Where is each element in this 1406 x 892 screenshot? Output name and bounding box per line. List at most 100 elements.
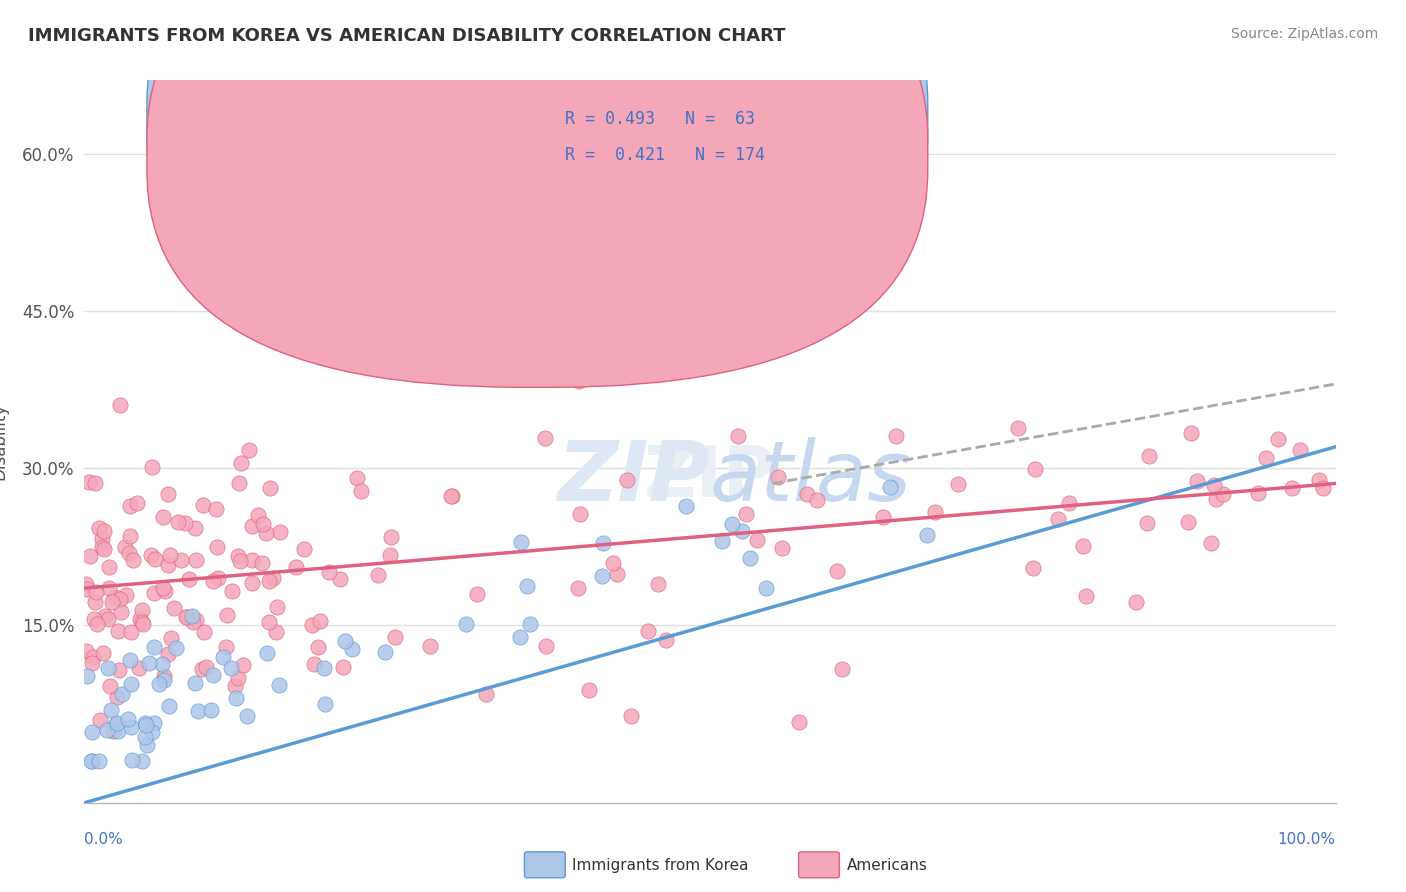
Point (131, 616, 153, 631)
Point (143, 716, 166, 731)
Point (104, 717, 127, 731)
Point (1254, 451, 1277, 466)
Point (148, 677, 170, 691)
Point (247, 508, 270, 523)
Point (201, 574, 224, 588)
Point (80, 656, 103, 670)
Text: 100.0%: 100.0% (1278, 831, 1336, 847)
Point (285, 559, 308, 574)
Point (134, 715, 156, 730)
Point (141, 548, 163, 562)
Point (257, 574, 280, 588)
Point (118, 546, 141, 560)
Point (120, 677, 142, 691)
Point (731, 524, 754, 539)
Point (441, 489, 464, 503)
Point (849, 146, 872, 161)
Point (159, 698, 181, 713)
Point (735, 507, 758, 521)
Point (226, 672, 249, 686)
FancyBboxPatch shape (491, 87, 904, 189)
Point (367, 567, 389, 582)
Point (120, 499, 142, 513)
Text: IMMIGRANTS FROM KOREA VS AMERICAN DISABILITY CORRELATION CHART: IMMIGRANTS FROM KOREA VS AMERICAN DISABI… (28, 27, 786, 45)
Point (100, 703, 122, 717)
Point (373, 645, 395, 659)
Point (637, 624, 659, 638)
Point (118, 528, 141, 542)
Point (221, 583, 243, 598)
Text: R =  0.421   N = 174: R = 0.421 N = 174 (565, 145, 765, 164)
Point (101, 723, 124, 738)
Point (242, 518, 264, 533)
Point (87, 754, 110, 768)
Point (1312, 481, 1334, 495)
Point (184, 675, 207, 690)
Point (568, 374, 591, 388)
Point (1199, 536, 1222, 550)
Point (205, 502, 228, 516)
Point (156, 647, 179, 661)
Point (165, 641, 187, 656)
Point (120, 720, 142, 734)
Point (105, 716, 128, 731)
Point (301, 617, 323, 632)
Point (166, 515, 188, 529)
Point (806, 492, 828, 507)
Point (727, 429, 749, 443)
Point (79, 549, 101, 564)
Point (509, 631, 531, 645)
Point (606, 567, 628, 582)
Point (259, 481, 281, 495)
Point (510, 535, 533, 549)
Point (569, 507, 592, 521)
Point (131, 603, 153, 617)
Point (924, 505, 946, 519)
Point (647, 577, 669, 591)
Point (380, 530, 402, 544)
FancyBboxPatch shape (148, 0, 928, 351)
Point (121, 753, 143, 767)
Point (1074, 589, 1097, 603)
Point (1247, 486, 1270, 500)
Point (117, 712, 139, 726)
Point (225, 690, 247, 705)
Point (318, 565, 340, 579)
Point (91, 647, 114, 661)
Point (108, 663, 131, 677)
Point (1057, 496, 1080, 510)
Point (602, 556, 624, 570)
Point (675, 499, 697, 513)
Point (1180, 426, 1202, 441)
Point (419, 639, 441, 653)
Point (266, 600, 288, 615)
Point (183, 615, 205, 630)
Point (153, 668, 176, 682)
Point (1205, 491, 1227, 506)
Point (591, 569, 613, 583)
Point (176, 610, 198, 624)
Point (105, 690, 128, 704)
Point (186, 552, 208, 566)
Point (75, 643, 97, 657)
Text: R = 0.493   N =  63: R = 0.493 N = 63 (565, 110, 755, 128)
Point (378, 548, 401, 562)
Point (228, 476, 250, 491)
Point (84, 584, 107, 599)
Point (1185, 474, 1208, 488)
Point (90, 540, 112, 554)
Point (111, 687, 134, 701)
Point (825, 565, 848, 579)
Point (1212, 487, 1234, 501)
Point (108, 399, 131, 413)
Point (796, 487, 818, 501)
Point (193, 625, 215, 640)
Point (180, 609, 202, 624)
Point (191, 662, 214, 676)
Point (187, 704, 209, 718)
Point (254, 525, 277, 540)
Point (134, 730, 156, 744)
Point (215, 640, 238, 654)
Point (100, 595, 122, 609)
Point (262, 571, 284, 585)
